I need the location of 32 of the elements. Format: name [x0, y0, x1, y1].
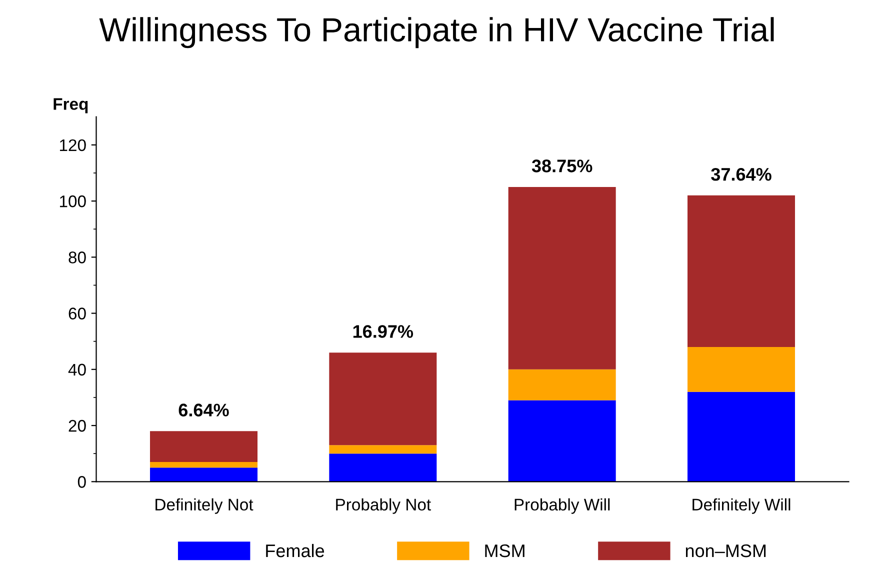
bar: [688, 392, 795, 482]
chart-title: Willingness To Participate in HIV Vaccine Trial: [99, 17, 774, 48]
bar: [329, 454, 437, 482]
annotation: 16.97%: [353, 325, 414, 338]
bar: [688, 346, 795, 392]
x-tick-label: Probably Will: [514, 498, 610, 514]
annotation: 38.75%: [532, 160, 592, 172]
legend-label: MSM: [485, 544, 524, 558]
x-tick-label: Probably Not: [336, 498, 431, 514]
bar: [150, 431, 258, 462]
y-tick-label: 0: [78, 476, 86, 488]
y-tick-label: 60: [68, 308, 86, 320]
legend-label: non–MSM: [686, 544, 766, 558]
y-tick-label: 40: [68, 364, 86, 376]
x-tick-label: Definitely Not: [156, 498, 254, 514]
y-tick-label: 100: [60, 195, 86, 208]
y-tick-label: 80: [68, 252, 86, 264]
bar: [688, 195, 795, 347]
bar: [329, 445, 437, 454]
bar: [150, 462, 258, 468]
y-tick-label: 120: [60, 139, 86, 152]
annotation: 6.64%: [178, 404, 229, 416]
bar: [508, 369, 616, 400]
bar: [150, 468, 258, 482]
x-tick-label: Definitely Will: [692, 498, 790, 514]
bar: [329, 352, 437, 446]
annotation: 37.64%: [711, 168, 772, 181]
y-axis-title: Freq: [54, 98, 88, 114]
y-tick-label: 20: [68, 420, 86, 432]
bar: [508, 187, 616, 370]
legend-label: Female: [266, 544, 324, 558]
bar: [508, 400, 616, 482]
